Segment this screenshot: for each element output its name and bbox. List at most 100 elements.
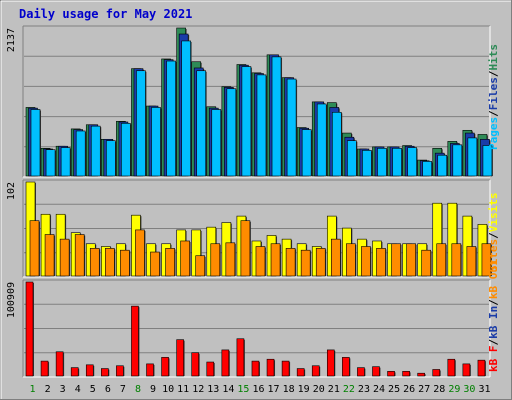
bottom-panel-ymax-label: 100909 xyxy=(6,282,17,318)
bar-pages xyxy=(377,147,387,177)
bar-kb-f xyxy=(116,365,124,377)
bar-kb-f xyxy=(221,349,230,377)
bar-kb-f xyxy=(432,369,441,377)
bar-sites xyxy=(210,243,221,277)
bar-kb-f xyxy=(131,305,139,377)
legend-kb-out: kB Out xyxy=(487,259,500,299)
bar-sites xyxy=(270,243,281,277)
bar-sites xyxy=(376,248,386,277)
bar-kb-f xyxy=(296,368,305,377)
x-tick-label: 6 xyxy=(105,384,111,395)
bar-kb-f xyxy=(25,281,34,377)
bar-kb-f xyxy=(417,372,425,377)
bar-kb-f xyxy=(55,351,64,377)
bar-kb-f xyxy=(357,367,365,377)
x-tick-label: 1 xyxy=(30,384,36,395)
bar-sites xyxy=(315,248,326,277)
legend-kb-f: kB F xyxy=(487,346,500,373)
legend-separator: / xyxy=(487,232,500,239)
middle-panel-legend: Sites/Visits xyxy=(487,193,500,273)
x-tick-label: 19 xyxy=(298,384,310,395)
bar-pages xyxy=(316,103,327,177)
bar-pages xyxy=(256,74,267,177)
x-tick-label: 17 xyxy=(268,384,280,395)
bar-pages xyxy=(181,40,191,177)
bar-kb-f xyxy=(447,358,456,377)
x-tick-label: 25 xyxy=(388,384,400,395)
bar-pages xyxy=(241,66,252,177)
bar-kb-f xyxy=(191,352,200,377)
bar-pages xyxy=(196,70,207,177)
bar-sites xyxy=(165,248,175,277)
x-tick-label: 27 xyxy=(418,384,430,395)
bar-kb-f xyxy=(251,360,260,377)
bar-sites xyxy=(120,249,130,277)
middle-panel-ymax-label: 102 xyxy=(6,182,17,200)
bar-kb-f xyxy=(40,360,49,377)
bar-kb-f xyxy=(176,339,184,377)
bar-pages xyxy=(301,129,312,177)
bar-pages xyxy=(331,111,342,177)
bar-kb-f xyxy=(462,363,471,377)
bar-pages xyxy=(467,137,478,177)
bar-sites xyxy=(195,255,206,277)
x-tick-label: 29 xyxy=(448,384,460,395)
legend-kb-in: kB In xyxy=(487,306,500,339)
legend-separator: / xyxy=(487,339,500,346)
x-tick-label: 22 xyxy=(343,384,355,395)
x-tick-label: 26 xyxy=(403,384,415,395)
bar-pages xyxy=(407,147,417,177)
x-tick-label: 30 xyxy=(463,384,475,395)
chart-title: Daily usage for May 2021 xyxy=(19,7,193,21)
legend-separator: / xyxy=(487,110,500,117)
bar-kb-f xyxy=(477,359,486,377)
legend-visits: Visits xyxy=(487,193,500,233)
bar-pages xyxy=(60,147,71,177)
legend-pages: Pages xyxy=(487,117,500,150)
bar-sites xyxy=(391,243,401,277)
top-panel-legend: Pages/Files/Hits xyxy=(487,44,500,150)
bar-sites xyxy=(150,251,160,277)
x-tick-label: 14 xyxy=(222,384,234,395)
bar-pages xyxy=(45,149,56,177)
bar-kb-f xyxy=(266,358,275,377)
bar-sites xyxy=(74,234,85,277)
bar-kb-f xyxy=(236,338,245,377)
bar-kb-f xyxy=(387,371,395,377)
bar-pages xyxy=(482,145,493,177)
bar-sites xyxy=(481,243,492,277)
bar-kb-f xyxy=(85,364,94,377)
bar-sites xyxy=(225,242,236,277)
x-tick-label: 21 xyxy=(328,384,340,395)
bar-sites xyxy=(44,234,55,277)
bar-pages xyxy=(347,140,357,177)
bar-sites xyxy=(436,243,447,277)
bar-sites xyxy=(240,220,251,277)
legend-hits: Hits xyxy=(487,44,500,71)
bar-sites xyxy=(180,240,190,277)
bar-pages xyxy=(437,154,448,177)
bar-pages xyxy=(166,60,176,177)
x-tick-label: 23 xyxy=(358,384,370,395)
bar-kb-f xyxy=(101,368,109,377)
x-tick-label: 8 xyxy=(135,384,141,395)
bar-pages xyxy=(362,150,372,177)
bar-sites xyxy=(300,249,311,277)
bar-pages xyxy=(75,130,86,177)
x-tick-label: 2 xyxy=(45,384,51,395)
bar-sites xyxy=(89,248,100,277)
bar-sites xyxy=(29,220,40,277)
x-tick-label: 16 xyxy=(252,384,264,395)
bar-sites xyxy=(255,246,266,277)
x-tick-label: 12 xyxy=(192,384,204,395)
bar-kb-f xyxy=(372,366,380,377)
legend-files: Files xyxy=(487,77,500,110)
bar-pages xyxy=(30,109,41,177)
bar-pages xyxy=(422,161,432,177)
x-tick-label: 31 xyxy=(478,384,490,395)
bar-kb-f xyxy=(311,365,320,377)
x-tick-label: 18 xyxy=(283,384,295,395)
bar-sites xyxy=(105,248,115,277)
